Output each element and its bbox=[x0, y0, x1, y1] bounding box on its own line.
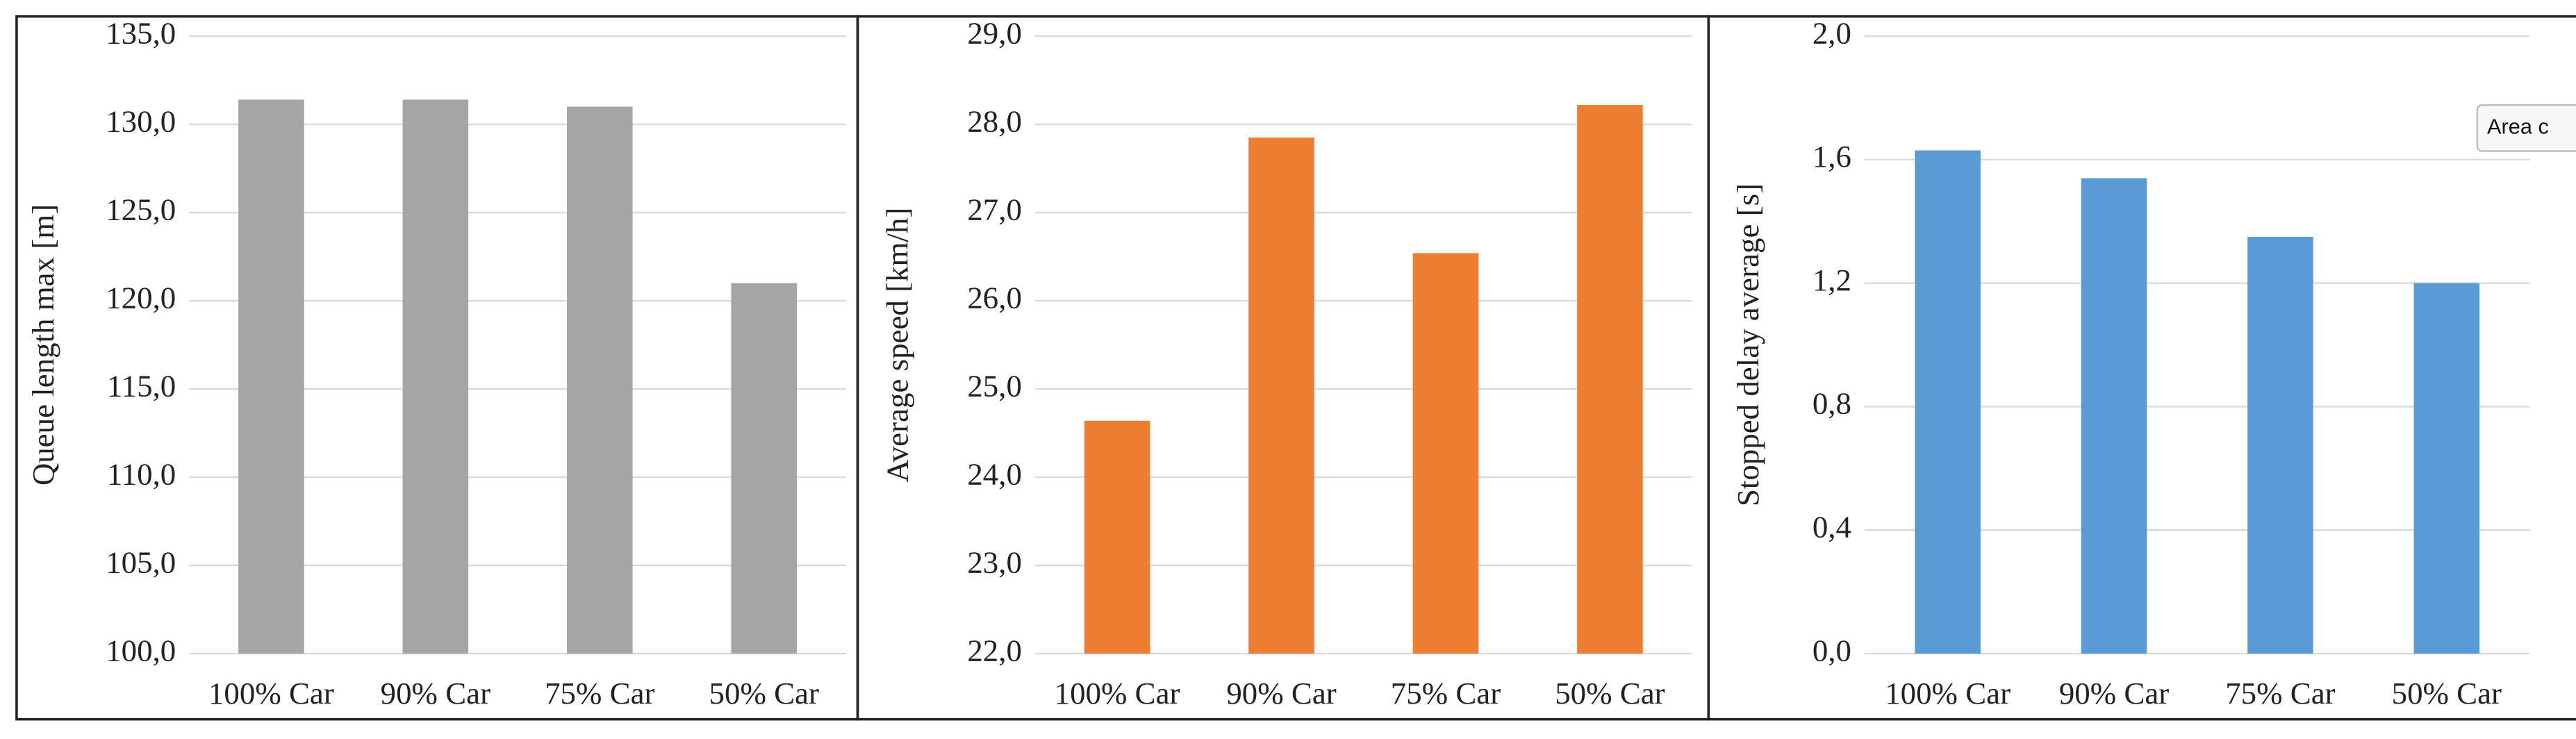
y-tick-label: 23,0 bbox=[967, 545, 1022, 579]
y-tick-label: 25,0 bbox=[967, 368, 1022, 403]
tooltip: Area c bbox=[2476, 104, 2576, 152]
y-tick-label: 0,0 bbox=[1813, 633, 1851, 667]
y-tick-label: 28,0 bbox=[967, 103, 1022, 138]
bar bbox=[731, 283, 798, 654]
y-tick-label: 29,0 bbox=[967, 15, 1022, 50]
y-tick-label: 135,0 bbox=[106, 15, 176, 50]
x-tick-label: 50% Car bbox=[709, 676, 819, 711]
y-tick-label: 105,0 bbox=[106, 545, 176, 579]
bar bbox=[1412, 253, 1479, 654]
y-tick-label: 26,0 bbox=[967, 280, 1022, 315]
bar bbox=[1084, 420, 1150, 654]
x-tick-label: 100% Car bbox=[208, 676, 334, 711]
y-tick-label: 130,0 bbox=[106, 103, 176, 138]
y-tick-label: 22,0 bbox=[967, 633, 1022, 667]
x-tick-label: 75% Car bbox=[2225, 676, 2335, 711]
y-tick-label: 1,2 bbox=[1813, 263, 1851, 297]
tooltip-text: Area c bbox=[2487, 115, 2549, 139]
x-tick-label: 50% Car bbox=[1555, 676, 1665, 711]
y-tick-label: 115,0 bbox=[107, 368, 176, 403]
bar bbox=[402, 99, 469, 654]
y-tick-label: 1,6 bbox=[1813, 139, 1851, 174]
y-tick-label: 120,0 bbox=[106, 280, 176, 315]
y-tick-label: 110,0 bbox=[107, 456, 176, 491]
bar bbox=[567, 106, 633, 654]
x-tick-label: 75% Car bbox=[1391, 676, 1501, 711]
x-tick-label: 90% Car bbox=[1226, 676, 1336, 711]
bar bbox=[2247, 236, 2313, 654]
x-tick-label: 90% Car bbox=[381, 676, 490, 711]
bar bbox=[1577, 105, 1643, 654]
y-axis-label: Stopped delay average [s] bbox=[1731, 183, 1765, 506]
tooltip-box bbox=[2476, 104, 2576, 152]
bar bbox=[2413, 283, 2480, 654]
x-tick-label: 100% Car bbox=[1885, 676, 2011, 711]
y-tick-label: 0,4 bbox=[1813, 510, 1851, 545]
x-tick-label: 50% Car bbox=[2392, 676, 2502, 711]
panel-frame bbox=[1707, 15, 2576, 721]
y-tick-label: 2,0 bbox=[1813, 15, 1851, 50]
y-axis-label: Average speed [km/h] bbox=[880, 208, 914, 483]
y-tick-label: 125,0 bbox=[106, 192, 176, 226]
y-tick-label: 0,8 bbox=[1813, 386, 1851, 421]
bar bbox=[2081, 178, 2147, 654]
x-tick-label: 75% Car bbox=[545, 676, 654, 711]
bar bbox=[1248, 138, 1314, 654]
y-tick-label: 24,0 bbox=[967, 456, 1022, 491]
x-tick-label: 100% Car bbox=[1055, 676, 1180, 711]
bar bbox=[1915, 150, 1981, 654]
y-tick-label: 27,0 bbox=[967, 192, 1022, 226]
panel-frames bbox=[15, 15, 2576, 721]
y-axis-label: Queue length max [m] bbox=[26, 204, 60, 485]
y-tick-label: 100,0 bbox=[106, 633, 176, 667]
bar bbox=[238, 99, 304, 654]
x-tick-label: 90% Car bbox=[2059, 676, 2169, 711]
